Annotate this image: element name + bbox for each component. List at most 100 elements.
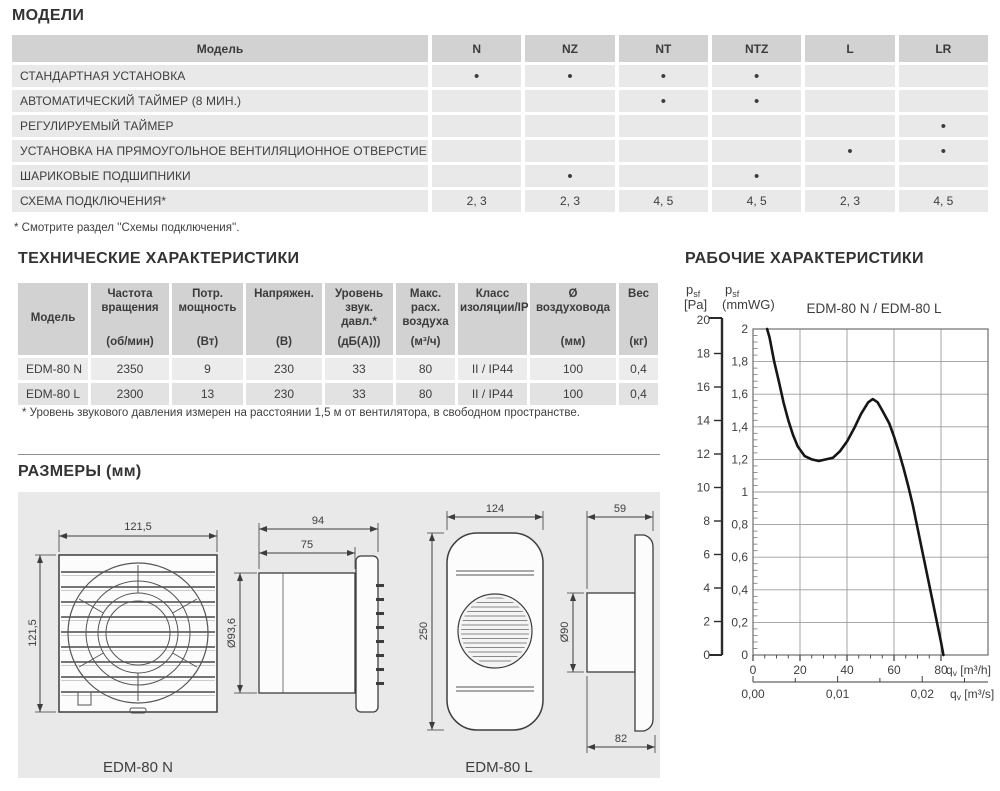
tech-header-name: Уровень звук. давл.* [334, 288, 384, 328]
svg-text:0: 0 [703, 648, 710, 662]
dimensions-drawings: 121,5 121,5 EDM-80 N 94 75 Ø93,6 [18, 492, 660, 778]
feature-label: СХЕМА ПОДКЛЮЧЕНИЯ* [12, 190, 428, 212]
model-name-cell: EDM-80 L [18, 383, 88, 405]
dim-n-diameter: Ø93,6 [226, 618, 238, 648]
svg-text:16: 16 [697, 380, 711, 394]
feature-label: РЕГУЛИРУЕМЫЙ ТАЙМЕР [12, 115, 428, 137]
tech-col-header: Потр. мощность (Вт) [172, 283, 243, 355]
models-col-header: NZ [525, 35, 615, 62]
svg-text:12: 12 [697, 447, 711, 461]
svg-text:2: 2 [741, 322, 748, 336]
feature-value [618, 115, 708, 137]
tech-header-name: Ø воздуховода [535, 288, 611, 314]
svg-text:14: 14 [697, 414, 711, 428]
spec-value-cell: 13 [172, 383, 243, 405]
feature-value [805, 115, 895, 137]
svg-text:18: 18 [697, 347, 711, 361]
models-feature-header: Модель [12, 35, 428, 62]
fan-spokes [78, 565, 198, 701]
feature-value [525, 140, 615, 162]
edm80n-label: EDM-80 N [103, 759, 173, 776]
tech-col-header: Уровень звук. давл.* (дБ(А))) [325, 283, 393, 355]
svg-text:1: 1 [741, 485, 748, 499]
svg-text:1,6: 1,6 [731, 387, 748, 401]
tech-col-header: Макс. расх. воздуха (м³/ч) [396, 283, 455, 355]
svg-text:60: 60 [887, 663, 901, 677]
svg-text:1,4: 1,4 [731, 420, 748, 434]
tech-header-unit: (м³/ч) [410, 336, 441, 349]
feature-value [898, 90, 988, 112]
svg-text:0,2: 0,2 [731, 615, 748, 629]
spec-value-cell: 100 [530, 358, 616, 380]
feature-value [525, 115, 615, 137]
spec-value-cell: II / IP44 [458, 358, 527, 380]
model-name-cell: EDM-80 N [18, 358, 88, 380]
feature-value [898, 65, 988, 87]
spec-value-cell: 100 [530, 383, 616, 405]
mmwg-axis-symbol: psf [725, 282, 740, 299]
svg-text:0,01: 0,01 [826, 687, 850, 701]
dim-n-width: 121,5 [124, 521, 152, 533]
feature-value: • [712, 65, 802, 87]
feature-value [618, 165, 708, 187]
svg-text:0: 0 [741, 648, 748, 662]
mmwg-axis-unit: (mmWG) [722, 297, 775, 312]
tech-header-unit: (Вт) [196, 336, 219, 349]
feature-value [432, 90, 522, 112]
fan-performance-curve [765, 327, 945, 657]
feature-value: • [525, 165, 615, 187]
feature-value: 4, 5 [898, 190, 988, 212]
models-col-header: NT [618, 35, 708, 62]
dim-n-depth-total: 94 [312, 515, 324, 527]
feature-label: ШАРИКОВЫЕ ПОДШИПНИКИ [12, 165, 428, 187]
edm80n-side-view: 94 75 Ø93,6 [226, 515, 384, 713]
feature-value: • [898, 115, 988, 137]
feature-value: 4, 5 [712, 190, 802, 212]
svg-text:0,02: 0,02 [911, 687, 935, 701]
tech-col-header: Напряжен. (В) [246, 283, 322, 355]
svg-text:2: 2 [703, 615, 710, 629]
svg-text:10: 10 [697, 481, 711, 495]
dim-l-total-depth: 82 [615, 733, 627, 745]
feature-value [805, 65, 895, 87]
svg-text:0,6: 0,6 [731, 550, 748, 564]
feature-value [432, 115, 522, 137]
feature-value: • [618, 65, 708, 87]
spec-value-cell: 2300 [91, 383, 169, 405]
performance-section-title: РАБОЧИЕ ХАРАКТЕРИСТИКИ [685, 250, 924, 267]
tech-footnote: * Уровень звукового давления измерен на … [22, 407, 580, 419]
models-footnote: * Смотрите раздел ''Схемы подключения''. [14, 222, 240, 234]
tech-specs-table: Модель Частота вращения (об/мин) Потр. мощн… [18, 283, 658, 405]
bottom-tab-detail [129, 707, 147, 714]
spec-value-cell: II / IP44 [458, 383, 527, 405]
svg-text:40: 40 [840, 663, 854, 677]
spec-value-cell: 33 [325, 383, 393, 405]
chart-gridlines [752, 328, 989, 656]
svg-text:qv [m³/s]: qv [m³/s] [950, 687, 994, 702]
tech-col-header: Ø воздуховода (мм) [530, 283, 616, 355]
tech-col-header: Модель [18, 283, 88, 355]
svg-text:0,8: 0,8 [731, 518, 748, 532]
svg-text:20: 20 [697, 313, 711, 327]
svg-text:6: 6 [703, 548, 710, 562]
svg-text:0,00: 0,00 [741, 687, 765, 701]
feature-value: • [712, 90, 802, 112]
tech-header-name: Модель [30, 312, 76, 325]
feature-value [432, 165, 522, 187]
spec-value-cell: 9 [172, 358, 243, 380]
feature-value: • [525, 65, 615, 87]
svg-text:qv [m³/h]: qv [m³/h] [946, 663, 991, 678]
models-section-title: МОДЕЛИ [12, 7, 85, 24]
tech-header-name: Макс. расх. воздуха [402, 288, 449, 328]
models-col-header: N [432, 35, 522, 62]
tech-header-name: Напряжен. [254, 288, 314, 300]
feature-value [712, 115, 802, 137]
models-col-header: L [805, 35, 895, 62]
feature-value: • [432, 65, 522, 87]
feature-value [898, 165, 988, 187]
chart-title: EDM-80 N / EDM-80 L [806, 301, 942, 316]
dim-l-front-depth: 59 [614, 503, 626, 515]
dim-l-height: 250 [418, 622, 430, 640]
models-col-header: LR [898, 35, 988, 62]
